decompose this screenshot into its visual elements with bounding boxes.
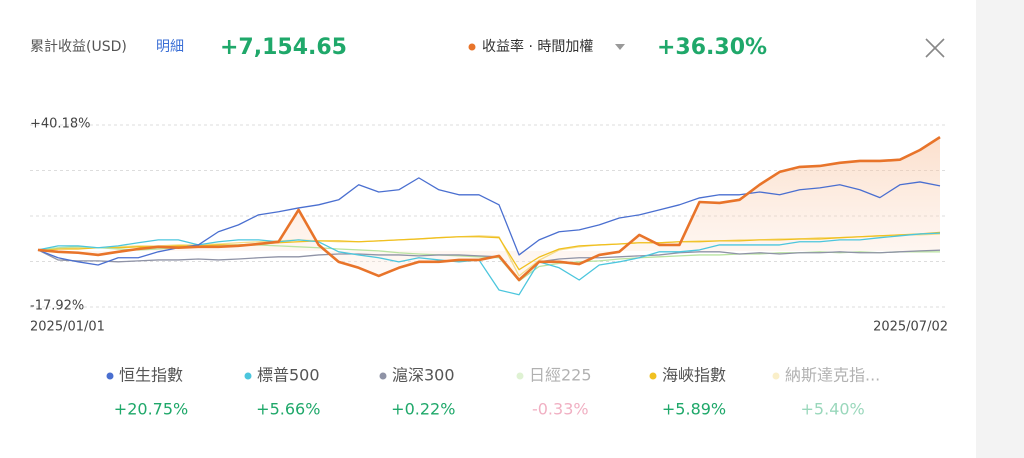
total-amount: +7,154.65	[220, 35, 347, 60]
header-title: 累計收益(USD)	[30, 39, 127, 55]
x-start-label: 2025/01/01	[30, 320, 105, 335]
dropdown-arrow[interactable]	[615, 44, 625, 50]
legend-item[interactable]: 納斯達克指... +5.40%	[772, 366, 881, 419]
legend-value: +5.66%	[256, 400, 320, 419]
legend-dot	[244, 372, 252, 380]
y-tick-label: -17.92%	[30, 299, 84, 314]
legend-name: 日經225	[529, 366, 592, 385]
y-tick-label: +40.18%	[30, 117, 90, 132]
legend-name: 標普500	[257, 366, 320, 385]
legend-name: 滬深300	[392, 366, 455, 385]
legend-name: 納斯達克指...	[785, 366, 880, 385]
legend-value: +20.75%	[114, 400, 188, 419]
benchmark-line	[37, 232, 941, 296]
legend-dot	[516, 372, 524, 380]
legend-dot	[772, 372, 780, 380]
legend-dot	[649, 372, 657, 380]
legend-value: +0.22%	[391, 400, 455, 419]
legend-dot	[106, 372, 114, 380]
legend-dot	[379, 372, 387, 380]
legend-name: 海峽指數	[662, 366, 726, 385]
legend-item[interactable]: 標普500 +5.66%	[244, 366, 321, 419]
legend-item[interactable]: 日經225 -0.33%	[516, 366, 592, 419]
legend-name: 恒生指數	[119, 366, 183, 385]
legend-value: +5.40%	[801, 400, 865, 419]
return-value: +36.30%	[657, 35, 767, 60]
return-dot	[468, 43, 476, 51]
legend-item[interactable]: 滬深300 +0.22%	[379, 366, 456, 419]
side-strip	[976, 0, 1024, 458]
legend-value: -0.33%	[532, 400, 589, 419]
close-button[interactable]	[925, 38, 945, 58]
legend-item[interactable]: 海峽指數 +5.89%	[649, 366, 727, 419]
return-type[interactable]: 收益率 · 時間加權	[482, 38, 593, 55]
legend-value: +5.89%	[662, 400, 726, 419]
legend-item[interactable]: 恒生指數 +20.75%	[106, 366, 189, 419]
benchmark-line	[37, 249, 941, 280]
x-end-label: 2025/07/02	[873, 320, 948, 335]
return-line	[37, 136, 941, 282]
detail-link[interactable]: 明細	[156, 39, 184, 55]
